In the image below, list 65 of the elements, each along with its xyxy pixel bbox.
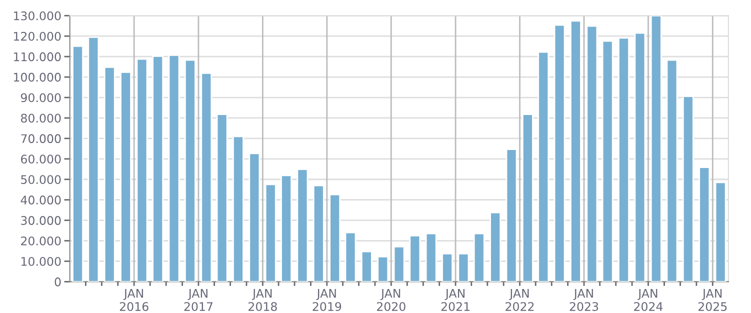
bar <box>104 66 116 282</box>
y-tick-label: 90.000 <box>20 93 61 102</box>
bar <box>264 184 276 282</box>
x-tick-label: JAN 2017 <box>184 289 212 311</box>
bar <box>168 54 180 282</box>
bar <box>490 212 502 282</box>
y-tick-label: 40.000 <box>20 196 61 204</box>
x-tick-label: JAN 2019 <box>312 289 342 311</box>
bar <box>698 166 710 282</box>
bar <box>136 58 148 282</box>
x-tick-label: JAN 2016 <box>120 289 148 311</box>
bar <box>538 51 550 282</box>
bar <box>72 45 84 282</box>
x-tick-label: JAN 2020 <box>376 289 406 311</box>
y-tick-label: 10.000 <box>22 256 61 266</box>
bar <box>152 55 164 282</box>
y-tick-label: 60.000 <box>21 154 61 164</box>
bar <box>88 36 100 282</box>
bar <box>312 184 324 282</box>
bar <box>184 59 196 282</box>
bar <box>666 59 678 282</box>
bar <box>682 96 694 282</box>
bar <box>473 232 485 282</box>
bar <box>409 234 421 282</box>
bar <box>458 252 470 282</box>
x-tick-label: JAN 2022 <box>506 289 534 311</box>
y-tick-label: 80.000 <box>21 114 61 123</box>
y-tick-label: 130.000 <box>14 11 61 20</box>
y-tick-label: 0 <box>54 277 61 286</box>
bar <box>329 194 341 282</box>
bar <box>586 25 598 282</box>
y-tick-label: 120.000 <box>14 32 61 41</box>
bar <box>425 232 437 282</box>
bar <box>554 24 566 282</box>
x-tick-label: JAN 2018 <box>248 289 277 311</box>
y-tick-label: 20.000 <box>21 236 61 246</box>
bar <box>570 20 582 282</box>
bar <box>216 114 228 282</box>
bar <box>360 250 372 282</box>
x-tick-label: JAN 2023 <box>570 289 598 311</box>
y-tick-label: 70.000 <box>21 134 61 144</box>
x-tick-label: JAN 2024 <box>634 289 663 311</box>
bar <box>232 136 244 282</box>
bar <box>344 232 356 282</box>
bar <box>442 252 453 282</box>
y-tick-label: 100.000 <box>14 72 61 82</box>
bar <box>714 182 726 282</box>
bar <box>522 114 534 282</box>
bar <box>377 256 389 282</box>
y-tick-label: 30.000 <box>21 216 61 225</box>
bar <box>618 37 630 282</box>
bar <box>393 246 405 282</box>
bar <box>650 16 662 282</box>
bar <box>120 71 132 282</box>
bar <box>506 148 518 282</box>
y-tick-label: 110.000 <box>14 52 61 62</box>
bar <box>296 168 308 282</box>
bar <box>634 32 646 282</box>
x-tick-label: JAN 2025 <box>698 289 727 311</box>
x-tick-label: JAN 2021 <box>441 289 470 311</box>
bar <box>200 72 212 282</box>
y-tick-label: 50.000 <box>21 175 61 184</box>
bar <box>248 152 260 282</box>
bar <box>602 40 614 282</box>
bar <box>280 174 292 282</box>
